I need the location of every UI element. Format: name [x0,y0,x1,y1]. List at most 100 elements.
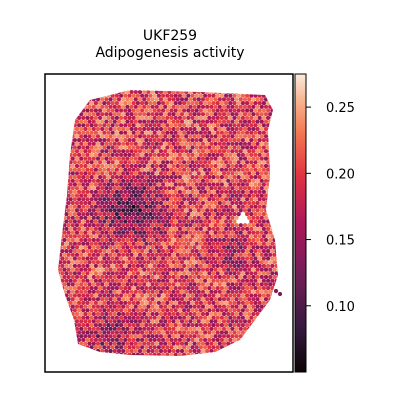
spot [263,119,269,124]
spot [242,304,248,309]
spot [72,138,77,143]
spot [152,212,157,217]
spot [87,112,92,117]
spot [209,163,214,169]
spot [165,286,170,291]
spot [102,330,107,335]
spot [171,267,176,272]
spot [175,186,180,191]
spot [74,267,80,272]
spot [259,126,264,132]
spot [167,97,172,102]
spot [72,226,77,231]
spot [167,297,172,302]
spot [137,319,143,324]
spot [224,160,229,165]
spot [234,126,239,132]
spot [259,237,264,243]
spot [89,286,94,291]
spot [79,341,84,346]
spot [77,175,82,180]
spot [171,97,176,102]
spot [203,263,208,268]
spot [261,293,266,298]
spot [198,189,203,194]
spot [196,119,201,124]
spot [154,90,159,95]
spot [112,208,117,213]
spot [173,345,178,350]
spot [171,178,176,183]
spot [240,308,245,313]
spot [242,297,248,302]
spot [238,282,243,287]
spot [259,245,264,250]
spot [245,175,250,180]
spot [91,237,96,243]
spot [62,267,67,272]
spot [154,245,159,250]
spot [158,230,164,235]
spot [93,130,98,135]
spot [242,311,248,317]
spot [93,167,98,172]
spot [194,167,199,172]
spot [232,197,237,202]
spot [230,200,235,206]
spot [83,200,88,206]
spot [161,145,166,150]
spot [247,171,252,176]
spot [240,108,245,113]
spot [230,304,235,309]
spot [198,323,203,328]
spot [87,267,92,272]
spot [68,300,73,305]
spot [213,304,218,309]
spot [247,304,252,309]
spot [154,341,159,346]
spot [261,256,266,261]
spot [240,101,245,106]
spot [200,149,206,154]
spot [91,274,96,280]
spot [79,245,84,250]
spot [93,182,98,187]
spot [194,152,199,157]
spot [253,138,258,143]
spot [182,145,187,150]
spot [171,163,176,169]
spot [184,119,189,124]
spot [129,119,134,124]
spot [238,289,243,294]
spot [224,93,229,98]
spot [161,234,166,239]
spot [217,163,222,169]
spot [85,197,90,202]
spot [100,282,105,287]
spot [165,138,170,143]
spot [108,304,113,309]
spot [85,263,90,268]
spot [74,282,80,287]
spot [209,112,214,117]
spot [129,319,134,324]
spot [247,260,252,265]
spot [203,93,208,98]
spot [196,171,201,176]
spot [129,282,134,287]
spot [238,311,243,317]
spot [150,304,155,309]
spot [238,104,243,109]
spot [79,134,84,139]
spot [182,330,187,335]
spot [72,189,77,194]
spot [268,230,273,235]
spot [192,223,197,228]
spot [146,178,151,183]
spot [236,278,241,283]
spot [125,141,130,146]
spot [270,271,275,276]
spot [131,182,136,187]
spot [207,197,212,202]
spot [232,175,237,180]
